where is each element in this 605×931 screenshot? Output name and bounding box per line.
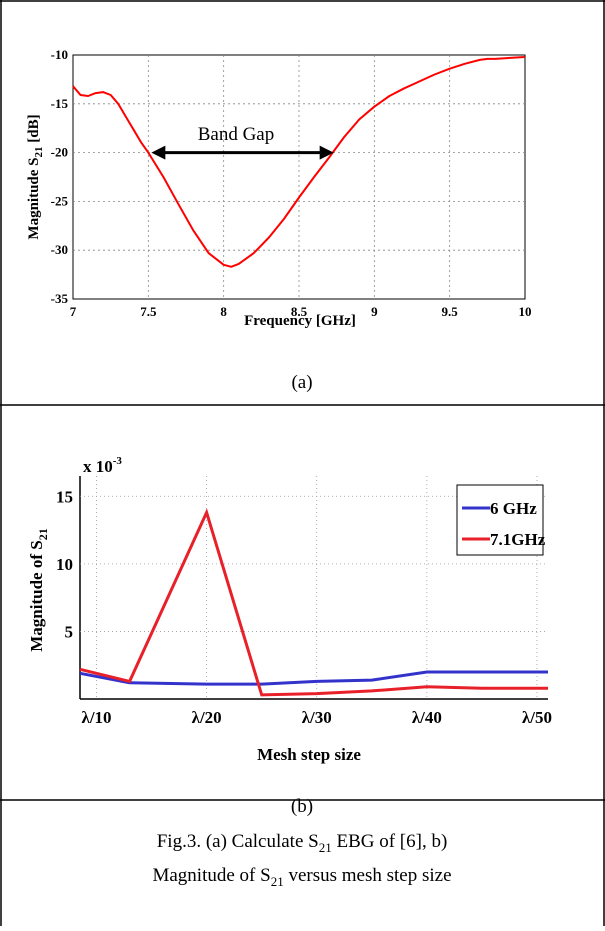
panel-label-a: (a) [291, 372, 312, 393]
x-tick-label: 8.5 [291, 304, 308, 319]
x-tick-label: 7.5 [140, 304, 157, 319]
figure-caption: Fig.3. (a) Calculate S21 EBG of [6], b) … [152, 831, 451, 889]
y-tick-label: -30 [51, 242, 68, 257]
legend-label-6ghz: 6 GHz [490, 499, 537, 518]
series-line-b-1 [79, 508, 548, 697]
arrow-right-icon [319, 145, 334, 160]
caption-line-1: Fig.3. (a) Calculate S21 EBG of [6], b) [157, 831, 448, 855]
series-line-a-0 [72, 56, 526, 268]
y-tick-label: 10 [56, 555, 73, 574]
y-tick-label: 5 [65, 622, 74, 641]
legend-b: 6 GHz 7.1GHz [456, 484, 546, 556]
legend-label-7-1ghz: 7.1GHz [490, 530, 546, 549]
x-tick-label: 9 [371, 304, 378, 319]
x-tick-label: λ/50 [522, 708, 552, 727]
legend-box [456, 484, 544, 556]
series-line-b-0 [79, 670, 548, 686]
chart-panel-b: λ/10 λ/20 λ/30 λ/40 λ/50 5 10 15 x 10-3 6 GHz 7… [27, 455, 552, 817]
y-axis-label-b: Magnitude of S21 [27, 528, 50, 651]
y-tick-label: -25 [51, 193, 69, 208]
y-tick-label: -35 [51, 291, 69, 306]
x-axis-label-b: Mesh step size [257, 745, 361, 764]
chart-panel-a: 7 7.5 8 8.5 9 9.5 10 -10 -15 -20 -25 -30 -35 Band Ga… [26, 47, 532, 393]
x-tick-label: λ/10 [81, 708, 111, 727]
band-gap-annotation: Band Gap [151, 124, 334, 160]
x-tick-label: λ/20 [192, 708, 222, 727]
x-axis-label-a: Frequency [GHz] [244, 313, 356, 329]
y-tick-label: -15 [51, 96, 69, 111]
x-tick-label: λ/30 [302, 708, 332, 727]
ticks-b: λ/10 λ/20 λ/30 λ/40 λ/50 5 10 15 [56, 487, 552, 727]
panel-label-b: (b) [291, 796, 313, 817]
x-tick-label: 10 [519, 304, 532, 319]
y-multiplier-b: x 10-3 [83, 455, 122, 476]
band-gap-label: Band Gap [198, 124, 275, 145]
x-tick-label: 8 [220, 304, 227, 319]
x-tick-label: λ/40 [412, 708, 442, 727]
x-tick-label: 9.5 [442, 304, 459, 319]
y-tick-label: -10 [51, 47, 68, 62]
y-axis-label-a: Magnitude S21 [dB] [26, 114, 45, 239]
x-tick-label: 7 [70, 304, 77, 319]
arrow-left-icon [151, 145, 166, 160]
y-tick-label: -20 [51, 145, 68, 160]
series-b [79, 508, 548, 697]
series-a [72, 56, 526, 268]
caption-line-2: Magnitude of S21 versus mesh step size [152, 865, 451, 889]
ticks-a: 7 7.5 8 8.5 9 9.5 10 -10 -15 -20 -25 -30 -35 [51, 47, 532, 319]
y-tick-label: 15 [56, 487, 73, 506]
